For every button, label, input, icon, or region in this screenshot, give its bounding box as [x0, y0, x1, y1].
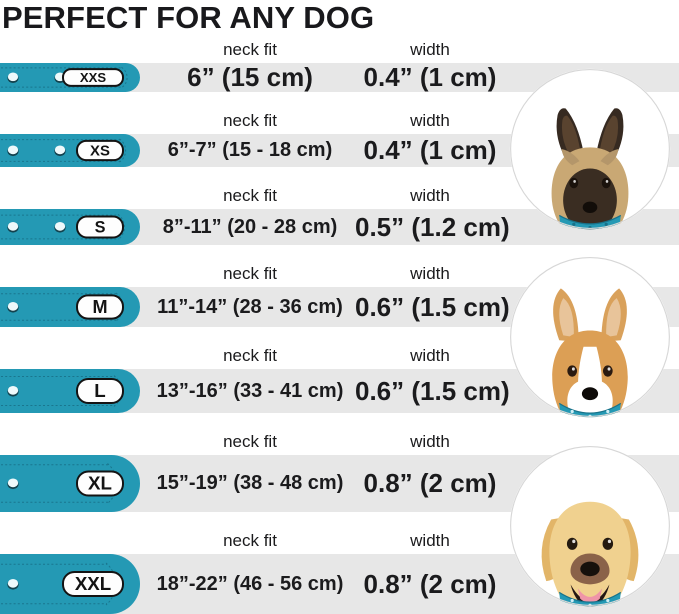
svg-text:XL: XL: [88, 472, 112, 493]
svg-text:XS: XS: [90, 142, 110, 159]
svg-text:M: M: [92, 297, 107, 317]
svg-text:L: L: [94, 380, 105, 401]
svg-text:S: S: [95, 218, 106, 236]
svg-text:XXS: XXS: [80, 70, 106, 85]
svg-text:XXL: XXL: [75, 573, 111, 594]
